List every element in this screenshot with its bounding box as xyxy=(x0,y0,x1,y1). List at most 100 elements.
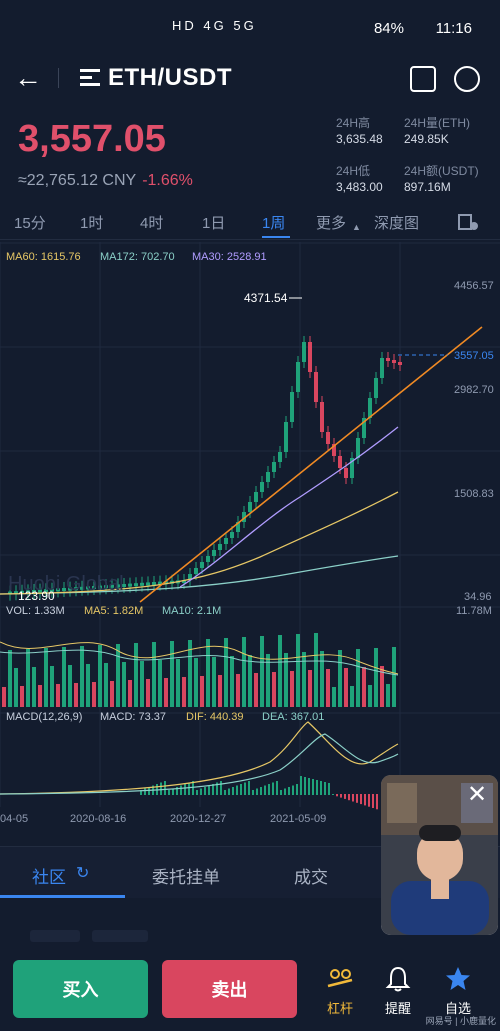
volume-bar xyxy=(356,649,360,707)
volume-bar xyxy=(200,676,204,707)
candle xyxy=(182,580,186,583)
tab-1d[interactable]: 1日 xyxy=(202,215,226,232)
tab-depth[interactable]: 深度图 xyxy=(374,215,420,232)
macd-bar xyxy=(356,794,358,803)
macd-bar xyxy=(252,790,254,795)
macd-bar xyxy=(236,785,238,795)
tab-15min[interactable]: 15分 xyxy=(14,215,46,232)
volume-bar xyxy=(272,672,276,707)
volume-bar xyxy=(44,648,48,707)
candle xyxy=(206,556,210,562)
volume-bar xyxy=(374,648,378,707)
volume-bar xyxy=(212,657,216,707)
buy-button[interactable]: 买入 xyxy=(13,960,148,1018)
legend-dif: DIF: 440.39 xyxy=(186,711,243,723)
chart-style-icon[interactable] xyxy=(454,66,480,92)
candle xyxy=(218,544,222,550)
kline-chart[interactable]: MA60: 1615.76 MA172: 702.70 MA30: 2528.9… xyxy=(0,242,500,827)
chart-settings-icon[interactable] xyxy=(458,212,480,232)
volume-bar xyxy=(290,671,294,707)
refresh-icon[interactable]: ↻ xyxy=(76,865,90,882)
stat-amount-value: 897.16M xyxy=(404,180,451,194)
macd-bar xyxy=(180,785,182,795)
ma-lines xyxy=(0,326,483,603)
tab-1w[interactable]: 1周 xyxy=(262,215,286,232)
volume-bar xyxy=(332,687,336,707)
trend-line xyxy=(139,326,483,603)
macd-bar xyxy=(364,794,366,806)
macd-bar xyxy=(220,781,222,795)
volume-bar xyxy=(266,654,270,707)
volume-bar xyxy=(350,686,354,707)
macd-bar xyxy=(196,790,198,795)
volume-bar xyxy=(158,660,162,707)
alert-label: 提醒 xyxy=(384,1001,411,1016)
tab-open-orders[interactable]: 委托挂单 xyxy=(152,868,220,887)
x-label-3: 2021-05-09 xyxy=(270,813,326,825)
leverage-label: 杠杆 xyxy=(326,1001,353,1016)
candle xyxy=(164,581,168,585)
menu-list-icon[interactable] xyxy=(80,69,100,87)
action-bar: 买入 卖出 杠杆 提醒 自选 网易号 | 小鹿量化 xyxy=(0,950,500,1031)
x-label-0: 04-05 xyxy=(0,813,28,825)
watchlist-action[interactable]: 自选 xyxy=(432,964,484,1017)
volume-bar xyxy=(278,635,282,707)
alert-action[interactable]: 提醒 xyxy=(372,964,424,1017)
volume-bar xyxy=(140,661,144,707)
stat-low-label: 24H低 xyxy=(336,164,371,178)
legend-macd: MACD: 73.37 xyxy=(100,711,166,723)
candle xyxy=(68,587,72,591)
stat-low-value: 3,483.00 xyxy=(336,180,383,194)
candle xyxy=(140,582,144,586)
volume-bar xyxy=(146,679,150,707)
candle xyxy=(158,581,162,585)
macd-bar xyxy=(308,778,310,795)
video-overlay[interactable]: ✕ xyxy=(381,775,498,935)
network-icons: HD 4G 5G xyxy=(172,18,257,33)
macd-bar xyxy=(268,784,270,795)
macd-bar xyxy=(312,779,314,795)
leverage-icon xyxy=(327,969,353,988)
macd-bar xyxy=(168,790,170,795)
macd-bar xyxy=(160,782,162,795)
volume-bar xyxy=(206,639,210,707)
candle xyxy=(8,591,12,595)
candle xyxy=(116,584,120,588)
legend-dea: DEA: 367.01 xyxy=(262,711,324,723)
battery-level: 84% xyxy=(373,20,404,37)
pair-title[interactable]: ETH/USDT xyxy=(108,64,232,91)
volume-bar xyxy=(242,637,246,707)
candle xyxy=(98,585,102,589)
chart-grid xyxy=(0,242,500,807)
close-video-icon[interactable]: ✕ xyxy=(466,781,488,808)
price-cny: ≈22,765.12 CNY -1.66% xyxy=(18,172,193,190)
bottom-tab-underline xyxy=(0,895,125,898)
volume-bar xyxy=(284,653,288,707)
candle xyxy=(332,444,336,456)
volume-bar xyxy=(62,647,66,707)
volume-bar xyxy=(302,652,306,707)
macd-bar xyxy=(208,785,210,795)
volume-bar xyxy=(122,662,126,707)
volume-bar xyxy=(116,644,120,707)
volume-bar xyxy=(98,645,102,707)
macd-bar xyxy=(212,784,214,795)
tab-community[interactable]: 社区 xyxy=(32,868,66,887)
scan-icon[interactable] xyxy=(410,66,436,92)
volume-bar xyxy=(308,670,312,707)
tab-more[interactable]: 更多 xyxy=(316,215,347,232)
leverage-action[interactable]: 杠杆 xyxy=(314,964,366,1017)
macd-bar xyxy=(336,794,338,797)
macd-bar xyxy=(296,784,298,795)
tab-1h[interactable]: 1时 xyxy=(80,215,104,232)
back-arrow-icon[interactable]: ← xyxy=(14,62,42,93)
volume-bar xyxy=(68,665,72,707)
legend-macd-title: MACD(12,26,9) xyxy=(6,711,82,723)
candle xyxy=(326,432,330,444)
macd-bar xyxy=(360,794,362,805)
tab-4h[interactable]: 4时 xyxy=(140,215,164,232)
candle xyxy=(392,360,396,363)
candle xyxy=(380,358,384,378)
tab-trades[interactable]: 成交 xyxy=(294,868,328,887)
sell-button[interactable]: 卖出 xyxy=(162,960,297,1018)
